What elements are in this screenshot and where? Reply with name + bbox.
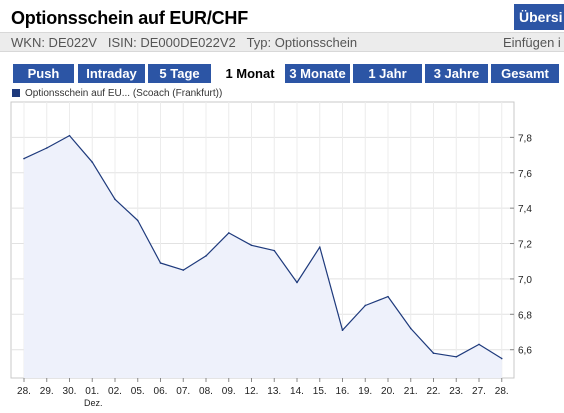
wkn-label: WKN: DE022V bbox=[11, 35, 97, 50]
x-axis: 28. 29. 30. 01.Dez. 02. 05. 06. 07. 08. 09. 12. 13.… bbox=[17, 378, 509, 408]
x-tick-label: 06. bbox=[154, 386, 168, 397]
x-tick-label: 05. bbox=[131, 386, 145, 397]
y-tick-label: 7,2 bbox=[518, 240, 532, 251]
x-tick-label: 07. bbox=[176, 386, 190, 397]
x-tick-label: 16. bbox=[336, 386, 350, 397]
type-label: Typ: Optionsschein bbox=[246, 35, 358, 50]
x-tick-label: 19. bbox=[358, 386, 372, 397]
x-tick-label: 30. bbox=[63, 386, 77, 397]
overview-button[interactable]: Übersi bbox=[514, 4, 564, 30]
y-tick-label: 6,8 bbox=[518, 310, 532, 321]
legend-swatch bbox=[12, 89, 20, 97]
x-tick-label: 20. bbox=[381, 386, 395, 397]
isin-label: ISIN: DE000DE022V2 bbox=[107, 35, 236, 50]
add-to-list-link[interactable]: Einfügen i bbox=[503, 35, 561, 50]
y-tick-label: 7,6 bbox=[518, 169, 532, 180]
data-point bbox=[296, 281, 298, 284]
data-point bbox=[23, 157, 25, 160]
data-point bbox=[387, 295, 389, 298]
tab-push[interactable]: Push bbox=[13, 64, 74, 83]
info-bar: WKN: DE022V ISIN: DE000DE022V2 Typ: Opti… bbox=[0, 32, 564, 52]
x-tick-label: 27. bbox=[472, 386, 486, 397]
tab-gesamt[interactable]: Gesamt bbox=[491, 64, 559, 83]
tab-1-monat[interactable]: 1 Monat bbox=[216, 64, 284, 83]
data-point bbox=[68, 134, 71, 137]
data-point bbox=[227, 232, 230, 234]
x-tick-label: 12. bbox=[245, 386, 259, 397]
x-tick-label: 15. bbox=[313, 386, 327, 397]
x-tick-label: 23. bbox=[449, 386, 463, 397]
tab-3-monate[interactable]: 3 Monate bbox=[285, 64, 350, 83]
data-point bbox=[45, 147, 48, 149]
data-point bbox=[182, 269, 185, 271]
x-month-label: Dez. bbox=[84, 398, 103, 408]
data-point bbox=[478, 343, 480, 346]
data-point bbox=[136, 219, 139, 222]
data-point bbox=[273, 249, 276, 252]
x-tick-label: 21. bbox=[404, 386, 418, 397]
y-tick-label: 6,6 bbox=[518, 346, 532, 357]
x-tick-label: 29. bbox=[40, 386, 54, 397]
x-tick-label: 01. bbox=[85, 386, 99, 397]
tab-1-jahr[interactable]: 1 Jahr bbox=[353, 64, 422, 83]
security-identifiers: WKN: DE022V ISIN: DE000DE022V2 Typ: Opti… bbox=[11, 35, 357, 50]
y-tick-label: 7,8 bbox=[518, 133, 532, 144]
series-area-fill bbox=[24, 135, 502, 378]
tab-5-tage[interactable]: 5 Tage bbox=[148, 64, 211, 83]
y-axis: 6,6 6,8 7,0 7,2 7,4 7,6 7,8 bbox=[510, 133, 532, 357]
x-tick-label: 14. bbox=[290, 386, 304, 397]
y-tick-label: 7,0 bbox=[518, 275, 532, 286]
data-point bbox=[364, 304, 367, 307]
series-line bbox=[23, 135, 503, 360]
data-point bbox=[205, 255, 207, 257]
data-point bbox=[91, 161, 94, 163]
x-tick-label: 28. bbox=[17, 386, 31, 397]
x-tick-label: 09. bbox=[222, 386, 236, 397]
x-tick-label: 22. bbox=[427, 386, 441, 397]
data-point bbox=[409, 327, 412, 330]
y-tick-label: 7,4 bbox=[518, 204, 532, 215]
data-point bbox=[159, 262, 162, 264]
data-point bbox=[341, 329, 344, 332]
x-tick-label: 28. bbox=[495, 386, 509, 397]
x-tick-label: 13. bbox=[267, 386, 281, 397]
tab-intraday[interactable]: Intraday bbox=[78, 64, 145, 83]
data-point bbox=[114, 198, 116, 201]
data-point bbox=[500, 357, 503, 360]
data-point bbox=[432, 352, 435, 355]
x-tick-label: 08. bbox=[199, 386, 213, 397]
data-point bbox=[250, 244, 253, 247]
price-series bbox=[23, 134, 503, 378]
data-point bbox=[455, 355, 458, 358]
x-tick-label: 02. bbox=[108, 386, 122, 397]
legend-label: Optionsschein auf EU... (Scoach (Frankfu… bbox=[25, 88, 223, 99]
page-title: Optionsschein auf EUR/CHF bbox=[11, 8, 249, 28]
chart-legend: Optionsschein auf EU... (Scoach (Frankfu… bbox=[12, 88, 222, 99]
tab-3-jahre[interactable]: 3 Jahre bbox=[425, 64, 488, 83]
data-point bbox=[318, 246, 321, 248]
